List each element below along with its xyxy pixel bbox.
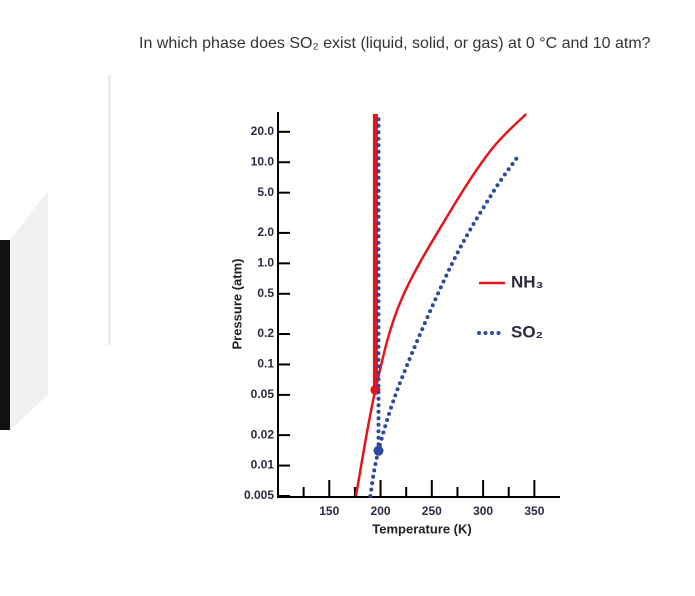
triple-point — [373, 445, 384, 456]
y-tick-label: 0.2 — [257, 326, 274, 340]
y-tick-label: 0.5 — [257, 286, 274, 300]
y-tick-label: 0.01 — [251, 458, 275, 472]
x-tick-label: 200 — [371, 504, 391, 518]
y-tick-label: 20.0 — [251, 124, 275, 138]
x-tick-label: 350 — [524, 504, 544, 518]
x-tick-label: 300 — [473, 504, 493, 518]
y-tick-label: 0.05 — [251, 387, 275, 401]
phase-curve — [354, 113, 528, 497]
y-tick-label: 2.0 — [257, 225, 274, 239]
decoration — [0, 240, 10, 430]
question: In which phase does SO₂ exist (liquid, s… — [139, 35, 651, 52]
y-axis-label: Pressure (atm) — [229, 258, 244, 349]
decoration — [10, 190, 48, 430]
divider — [108, 75, 111, 345]
legend-label: NH₃ — [511, 272, 543, 291]
x-tick-label: 250 — [422, 504, 442, 518]
y-tick-label: 0.005 — [244, 488, 274, 502]
y-tick-label: 10.0 — [251, 154, 275, 168]
y-tick-label: 0.1 — [257, 357, 274, 371]
y-tick-label: 1.0 — [257, 256, 274, 270]
x-tick-label: 150 — [319, 504, 339, 518]
x-axis-label: Temperature (K) — [372, 521, 471, 536]
y-tick-label: 5.0 — [257, 185, 274, 199]
y-tick-label: 0.02 — [251, 427, 275, 441]
legend-label: SO₂ — [511, 322, 543, 341]
